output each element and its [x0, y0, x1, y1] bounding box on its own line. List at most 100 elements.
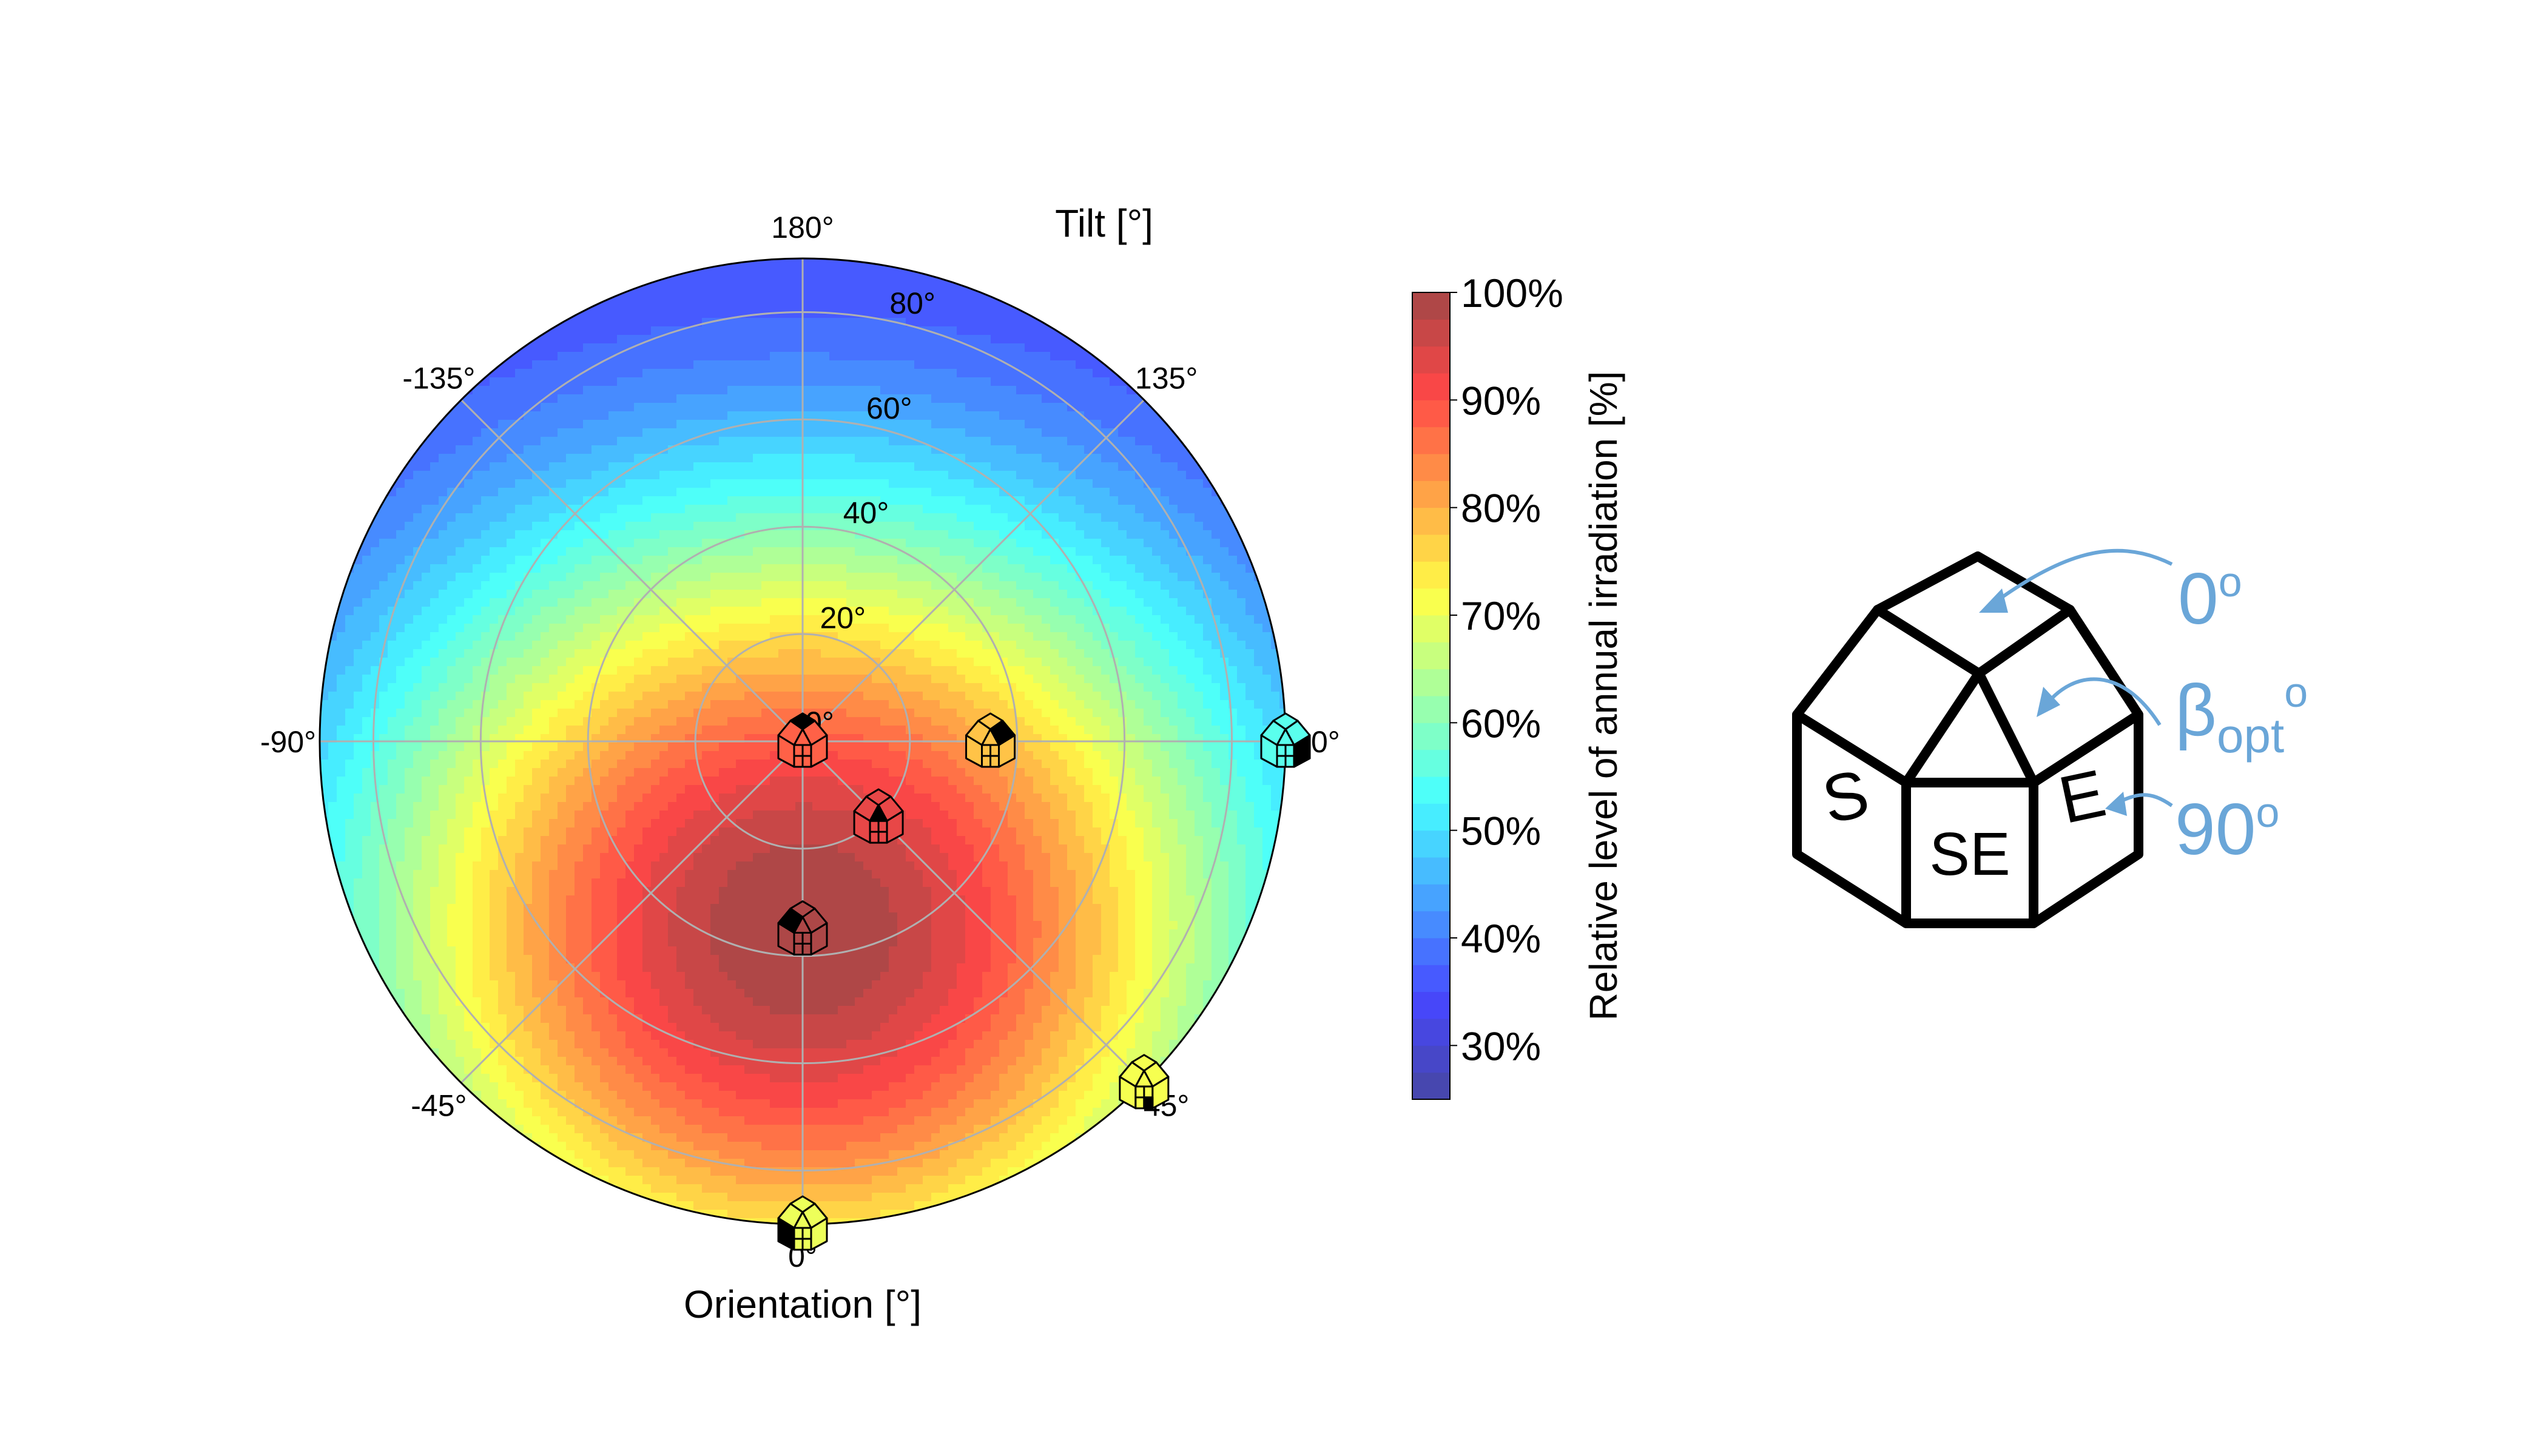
field-cell — [379, 700, 405, 709]
field-cell — [549, 912, 567, 922]
field-cell — [1178, 1006, 1204, 1015]
field-cell — [931, 581, 983, 590]
field-cell — [906, 666, 957, 675]
field-cell — [1228, 624, 1263, 633]
field-cell — [931, 1014, 966, 1023]
field-cell — [1042, 1057, 1059, 1066]
field-cell — [1195, 955, 1212, 964]
field-cell — [1118, 938, 1136, 947]
field-cell — [1135, 938, 1153, 947]
field-cell — [371, 819, 388, 828]
field-cell — [481, 717, 507, 726]
field-cell — [1220, 692, 1246, 701]
field-cell — [863, 513, 957, 522]
field-cell — [1084, 411, 1170, 420]
field-cell — [388, 777, 405, 786]
field-cell — [608, 1082, 643, 1091]
field-cell — [405, 853, 422, 862]
field-cell — [625, 581, 677, 590]
field-cell — [600, 1031, 626, 1040]
field-cell — [515, 1040, 533, 1049]
field-cell — [1237, 590, 1272, 599]
field-cell — [1118, 1031, 1136, 1040]
field-cell — [490, 887, 507, 896]
field-cell — [1212, 802, 1229, 811]
field-cell — [1016, 895, 1034, 905]
field-cell — [1067, 794, 1085, 803]
field-cell — [371, 827, 388, 837]
field-cell — [693, 989, 745, 998]
field-cell — [1144, 1006, 1161, 1015]
field-cell — [1144, 836, 1161, 845]
field-cell — [676, 955, 720, 964]
field-cell — [439, 1048, 456, 1057]
field-cell — [396, 904, 414, 913]
field-cell — [320, 836, 346, 845]
field-cell — [1245, 938, 1255, 947]
field-cell — [532, 743, 558, 752]
field-cell — [974, 1040, 1000, 1049]
field-cell — [1059, 1057, 1085, 1066]
field-cell — [914, 522, 974, 531]
field-cell — [464, 836, 482, 845]
field-cell — [1144, 479, 1204, 488]
field-cell — [592, 785, 618, 794]
field-cell — [1220, 649, 1255, 658]
field-cell — [651, 1184, 703, 1193]
field-cell — [379, 963, 397, 972]
field-cell — [659, 1167, 711, 1176]
field-cell — [515, 878, 533, 888]
field-cell — [608, 284, 991, 293]
field-cell — [617, 607, 660, 616]
field-cell — [328, 743, 354, 752]
field-cell — [490, 675, 516, 684]
field-cell — [974, 522, 1025, 531]
field-cell — [1042, 709, 1068, 718]
field-cell — [906, 844, 940, 854]
field-cell — [464, 1065, 482, 1074]
field-cell — [1237, 709, 1263, 718]
field-cell — [1118, 819, 1136, 828]
field-cell — [982, 1142, 1017, 1151]
field-cell — [1110, 1040, 1136, 1049]
field-cell — [1033, 479, 1093, 488]
field-cell — [430, 946, 456, 956]
field-cell — [1076, 972, 1093, 981]
field-cell — [481, 751, 507, 760]
field-cell — [846, 1142, 915, 1151]
field-cell — [541, 836, 567, 845]
field-cell — [447, 768, 473, 777]
field-cell — [1016, 760, 1042, 769]
field-cell — [532, 590, 575, 599]
colorbar-bands — [1412, 292, 1450, 1100]
field-cell — [1101, 938, 1119, 947]
field-cell — [1110, 547, 1153, 556]
field-cell — [592, 904, 618, 913]
field-cell — [439, 870, 456, 879]
field-cell — [456, 802, 473, 811]
field-cell — [923, 760, 957, 769]
field-cell — [541, 564, 575, 573]
field-cell — [558, 844, 584, 854]
field-cell — [481, 556, 516, 565]
field-cell — [1144, 794, 1170, 803]
field-cell — [507, 921, 524, 930]
field-cell — [515, 1116, 541, 1125]
colorbar-band — [1412, 669, 1450, 696]
field-cell — [1050, 1133, 1076, 1142]
field-cell — [1110, 598, 1144, 607]
field-cell — [1042, 1116, 1068, 1125]
field-cell — [371, 802, 397, 811]
field-cell — [354, 895, 380, 905]
field-cell — [481, 853, 499, 862]
field-cell — [974, 658, 1008, 667]
field-cell — [693, 649, 779, 658]
field-cell — [651, 1142, 694, 1151]
field-cell — [524, 700, 541, 709]
field-cell — [1152, 607, 1187, 616]
field-cell — [923, 1176, 966, 1185]
field-cell — [1008, 861, 1025, 871]
field-cell — [592, 836, 609, 845]
field-cell — [396, 564, 431, 573]
